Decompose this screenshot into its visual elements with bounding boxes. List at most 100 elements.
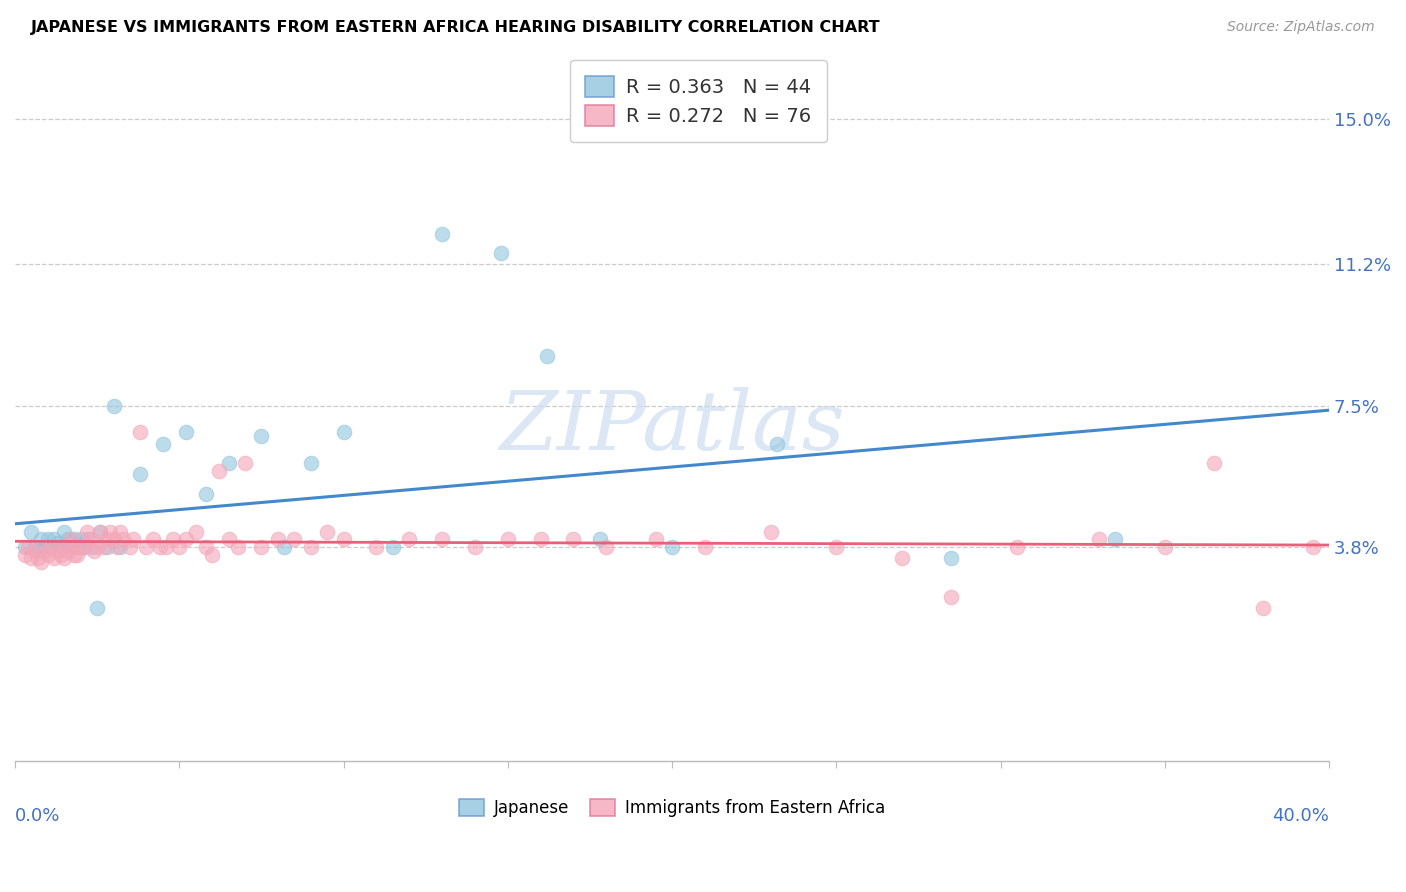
Point [142, 533, 165, 547]
Point [1088, 533, 1111, 547]
Text: ZIPatlas: ZIPatlas [499, 387, 845, 467]
Point [20, 551, 42, 566]
Point [208, 464, 231, 478]
Point [76, 524, 98, 539]
Point [128, 467, 150, 482]
Point [44, 533, 66, 547]
Point [148, 540, 170, 554]
Point [83, 544, 105, 558]
Point [17, 540, 39, 554]
Point [218, 456, 240, 470]
Point [37, 548, 59, 562]
Point [267, 533, 290, 547]
Point [299, 456, 322, 470]
Point [128, 425, 150, 440]
Point [14, 548, 37, 562]
Point [941, 551, 963, 566]
Point [759, 524, 782, 539]
Point [66, 548, 89, 562]
Point [536, 349, 558, 363]
Point [73, 540, 96, 554]
Point [825, 540, 848, 554]
Point [46, 544, 69, 558]
Point [14, 540, 37, 554]
Point [30, 533, 52, 547]
Point [53, 551, 76, 566]
Point [1153, 540, 1175, 554]
Point [86, 601, 108, 615]
Point [63, 548, 86, 562]
Point [891, 551, 914, 566]
Point [194, 540, 217, 554]
Point [56, 533, 79, 547]
Point [316, 524, 339, 539]
Point [162, 533, 184, 547]
Point [34, 540, 56, 554]
Point [174, 533, 197, 547]
Point [366, 540, 388, 554]
Point [49, 548, 72, 562]
Point [112, 533, 135, 547]
Point [24, 544, 46, 558]
Point [155, 540, 177, 554]
Point [98, 524, 121, 539]
Point [79, 533, 101, 547]
Point [69, 533, 91, 547]
Point [49, 540, 72, 554]
Point [135, 540, 157, 554]
Point [59, 533, 82, 547]
Point [430, 227, 453, 241]
Point [595, 540, 617, 554]
Point [644, 533, 666, 547]
Text: Source: ZipAtlas.com: Source: ZipAtlas.com [1227, 20, 1375, 34]
Point [37, 533, 59, 547]
Point [53, 540, 76, 554]
Point [1202, 456, 1225, 470]
Text: 40.0%: 40.0% [1272, 807, 1329, 825]
Point [108, 524, 131, 539]
Point [122, 533, 145, 547]
Point [1104, 533, 1126, 547]
Point [96, 540, 118, 554]
Point [89, 524, 111, 539]
Point [430, 533, 453, 547]
Point [30, 555, 52, 569]
Point [27, 544, 49, 558]
Point [93, 540, 115, 554]
Point [194, 486, 217, 500]
Point [496, 533, 519, 547]
Point [39, 540, 62, 554]
Point [96, 533, 118, 547]
Point [53, 540, 76, 554]
Point [332, 533, 354, 547]
Point [152, 437, 174, 451]
Point [108, 540, 131, 554]
Point [562, 533, 585, 547]
Point [381, 540, 404, 554]
Point [66, 540, 89, 554]
Point [103, 533, 125, 547]
Point [398, 533, 420, 547]
Point [56, 544, 79, 558]
Point [63, 533, 86, 547]
Point [46, 536, 69, 550]
Point [464, 540, 486, 554]
Point [299, 540, 322, 554]
Point [20, 524, 42, 539]
Point [118, 540, 141, 554]
Legend: Japanese, Immigrants from Eastern Africa: Japanese, Immigrants from Eastern Africa [453, 792, 891, 823]
Point [184, 524, 207, 539]
Point [103, 399, 125, 413]
Point [589, 533, 612, 547]
Point [86, 540, 108, 554]
Point [53, 524, 76, 539]
Point [941, 590, 963, 604]
Point [201, 548, 224, 562]
Point [59, 540, 82, 554]
Point [39, 540, 62, 554]
Text: 0.0%: 0.0% [15, 807, 60, 825]
Point [89, 524, 111, 539]
Point [529, 533, 551, 547]
Point [250, 540, 273, 554]
Point [250, 429, 273, 443]
